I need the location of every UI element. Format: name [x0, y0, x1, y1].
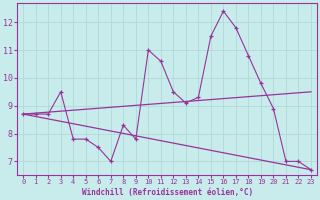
- X-axis label: Windchill (Refroidissement éolien,°C): Windchill (Refroidissement éolien,°C): [82, 188, 253, 197]
